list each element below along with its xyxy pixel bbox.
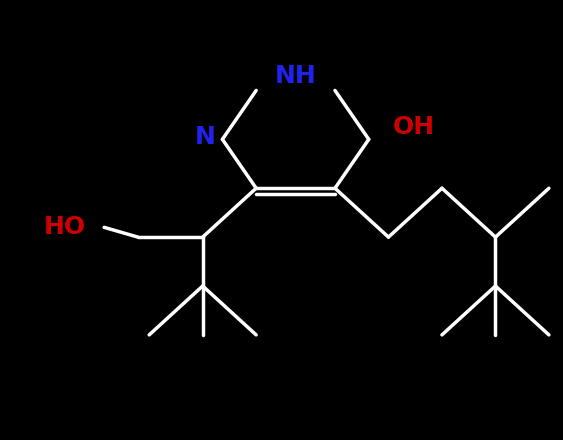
Text: HO: HO [44, 215, 86, 239]
Text: N: N [195, 125, 216, 149]
Text: NH: NH [275, 64, 316, 88]
Text: OH: OH [393, 115, 435, 139]
